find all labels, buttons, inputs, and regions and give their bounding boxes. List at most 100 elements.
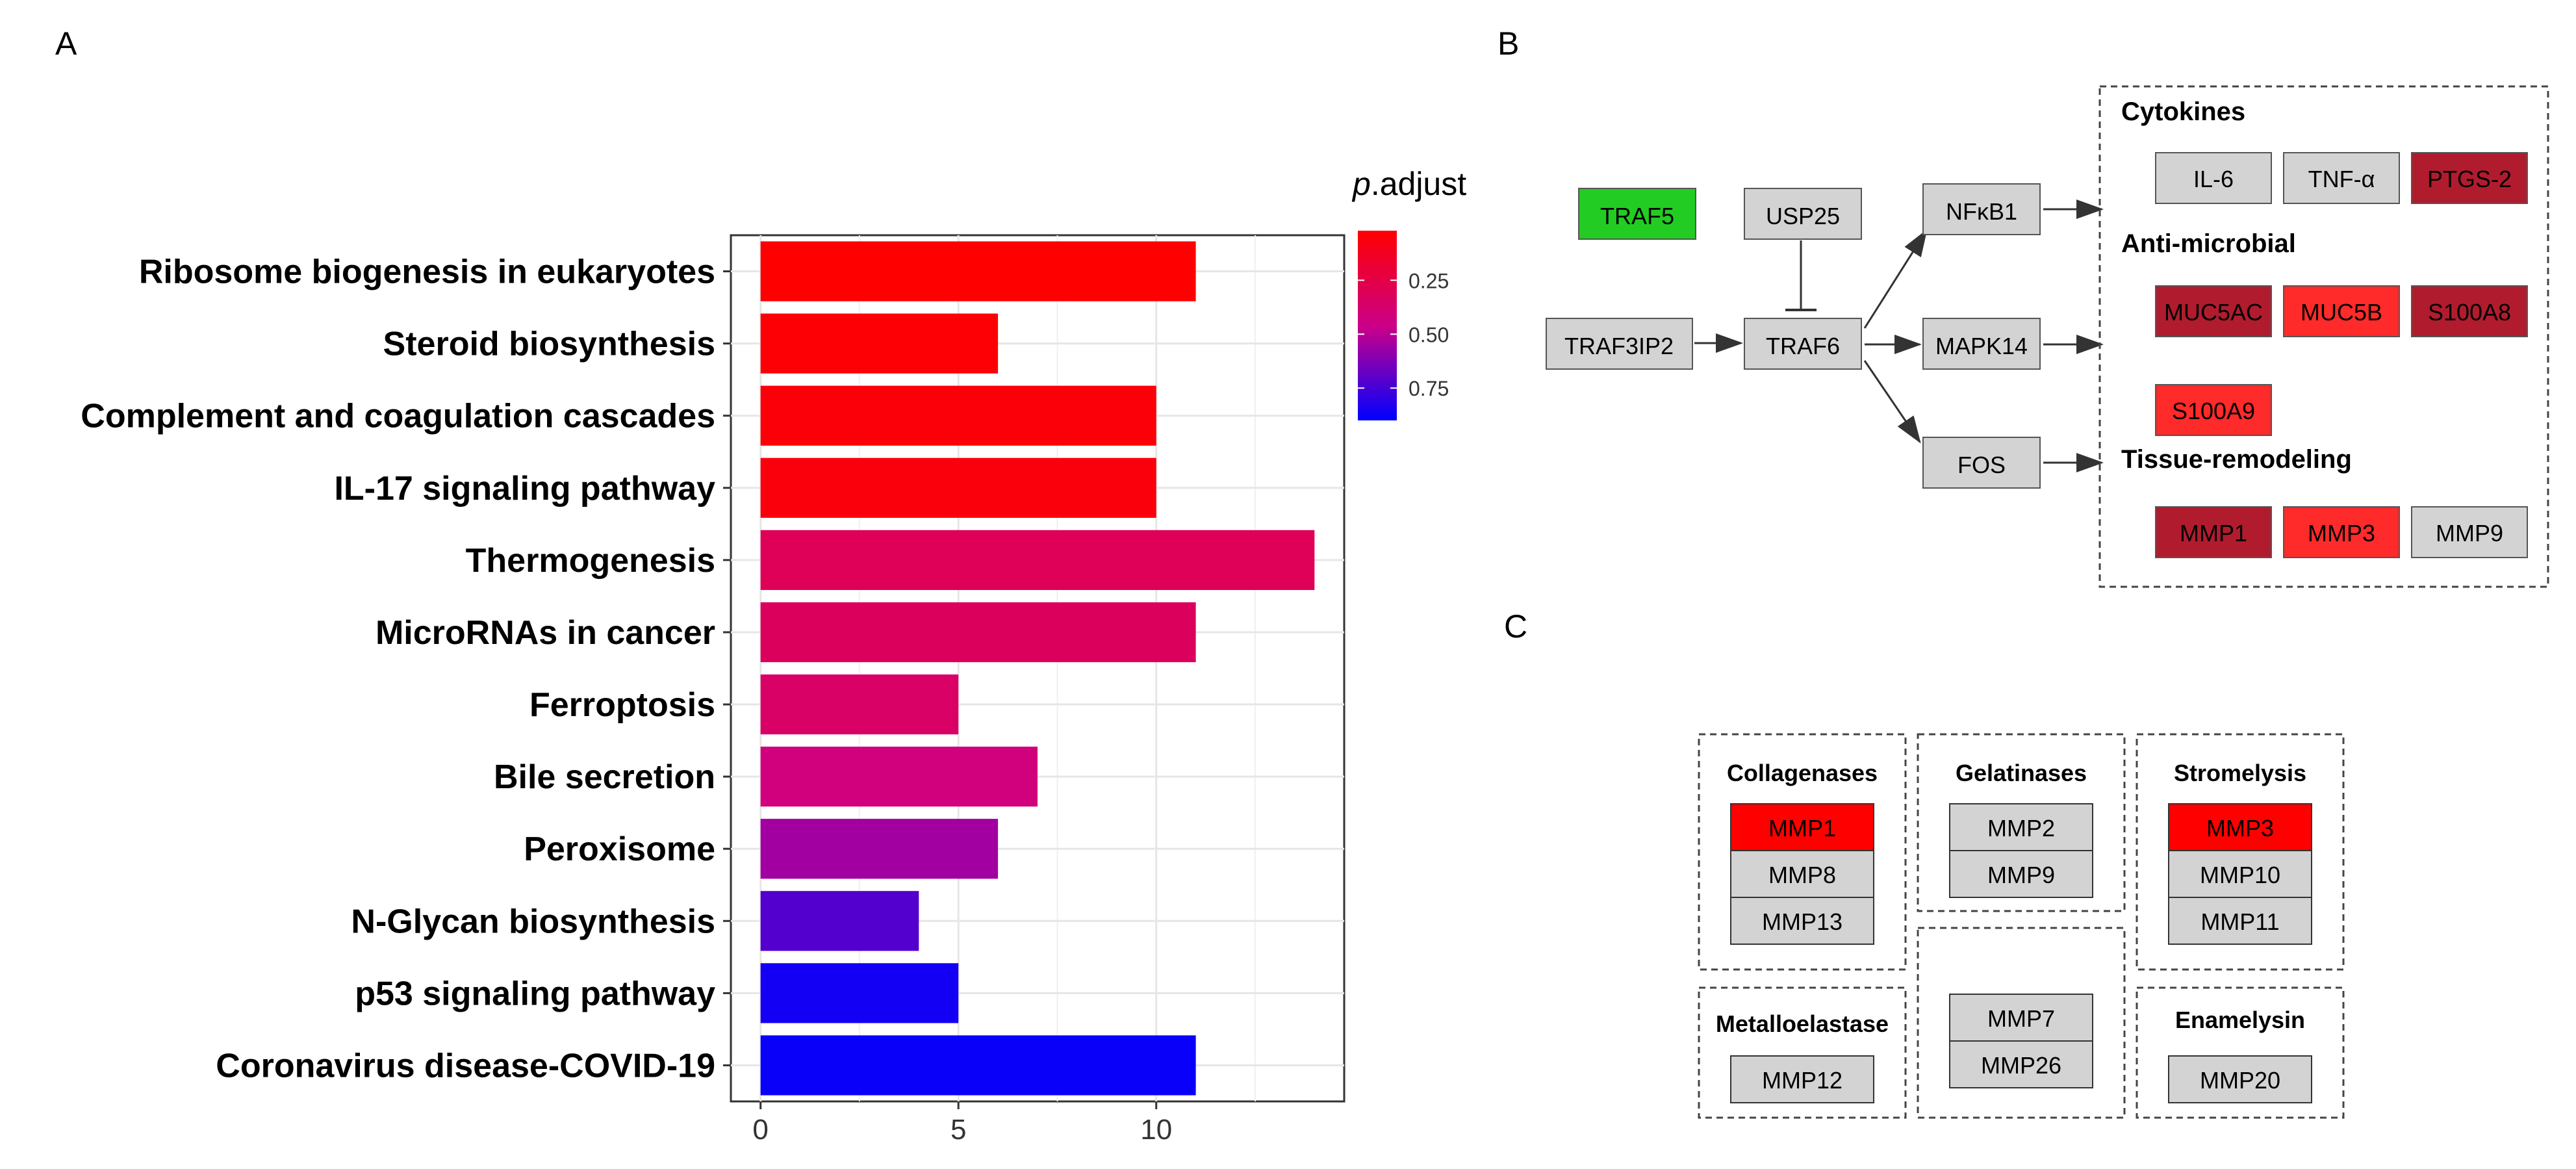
svg-text:MUC5AC: MUC5AC bbox=[2164, 299, 2263, 326]
gene-mmp9: MMP9 bbox=[2411, 506, 2528, 558]
svg-text:MMP26: MMP26 bbox=[1981, 1052, 2061, 1079]
x-tick-label: 0 bbox=[752, 1114, 768, 1146]
bar bbox=[760, 602, 1196, 663]
svg-text:MMP8: MMP8 bbox=[1768, 862, 1836, 888]
bar bbox=[760, 1035, 1196, 1096]
svg-text:MMP3: MMP3 bbox=[2206, 815, 2274, 841]
gene-muc5b: MUC5B bbox=[2283, 285, 2400, 337]
y-tick-label: Bile secretion bbox=[494, 758, 715, 796]
svg-text:TRAF6: TRAF6 bbox=[1766, 333, 1840, 359]
bar bbox=[760, 674, 959, 735]
svg-text:Enamelysin: Enamelysin bbox=[2175, 1007, 2305, 1033]
il17-network-diagram: TRAF5 USP25 TRAF3IP2 TRAF6 NFκB1 MAPK14 … bbox=[1546, 85, 2549, 588]
family-metalloelastase: Metalloelastase MMP12 bbox=[1698, 986, 1907, 1119]
family-other: MMP7 MMP26 bbox=[1917, 927, 2126, 1119]
node-traf6: TRAF6 bbox=[1744, 318, 1862, 370]
svg-text:MMP13: MMP13 bbox=[1762, 908, 1843, 935]
y-tick-label: Ferroptosis bbox=[529, 686, 715, 724]
svg-text:MMP20: MMP20 bbox=[2200, 1067, 2280, 1094]
svg-text:NFκB1: NFκB1 bbox=[1946, 198, 2017, 225]
svg-text:MMP9: MMP9 bbox=[2436, 520, 2503, 546]
svg-text:Stromelysis: Stromelysis bbox=[2174, 760, 2306, 786]
target-genes-box bbox=[2098, 85, 2549, 588]
bar bbox=[760, 963, 959, 1023]
x-tick-label: 5 bbox=[950, 1114, 966, 1146]
svg-text:MMP10: MMP10 bbox=[2200, 862, 2280, 888]
legend-tick-label: 0.25 bbox=[1409, 269, 1449, 292]
bar bbox=[760, 457, 1156, 518]
svg-text:MMP3: MMP3 bbox=[2308, 520, 2375, 546]
svg-text:MMP1: MMP1 bbox=[2180, 520, 2247, 546]
kegg-bar-chart: Ribosome biogenesis in eukaryotes Steroid… bbox=[81, 166, 1466, 1146]
legend-tick-label: 0.50 bbox=[1409, 323, 1449, 346]
bar bbox=[760, 819, 999, 879]
bar bbox=[760, 385, 1156, 446]
svg-text:Gelatinases: Gelatinases bbox=[1956, 760, 2087, 786]
svg-text:USP25: USP25 bbox=[1766, 203, 1840, 229]
panel-label-c: C bbox=[1504, 608, 1528, 645]
family-enamelysin: Enamelysin MMP20 bbox=[2136, 986, 2345, 1119]
svg-text:MMP9: MMP9 bbox=[1987, 862, 2055, 888]
node-fos: FOS bbox=[1922, 437, 2041, 489]
y-tick-label: N-Glycan biosynthesis bbox=[351, 903, 715, 940]
svg-text:Collagenases: Collagenases bbox=[1727, 760, 1878, 786]
node-traf3ip2: TRAF3IP2 bbox=[1546, 318, 1693, 370]
svg-text:MUC5B: MUC5B bbox=[2301, 299, 2382, 326]
y-tick-label: Peroxisome bbox=[524, 830, 715, 868]
gene-muc5ac: MUC5AC bbox=[2155, 285, 2272, 337]
group-title-antimicrobial: Anti-microbial bbox=[2121, 229, 2296, 258]
node-traf5: TRAF5 bbox=[1578, 188, 1696, 240]
group-title-cytokines: Cytokines bbox=[2121, 97, 2245, 126]
mmp-family-diagram: Collagenases MMP1 MMP8 MMP13 Gelatinases… bbox=[1698, 733, 2345, 1119]
y-tick-label: p53 signaling pathway bbox=[355, 975, 715, 1012]
svg-text:TRAF5: TRAF5 bbox=[1600, 203, 1674, 229]
node-nfkb1: NFκB1 bbox=[1922, 183, 2041, 235]
panel-label-b: B bbox=[1498, 25, 1520, 62]
edge-traf6-nfkb1 bbox=[1863, 229, 1928, 329]
node-mapk14: MAPK14 bbox=[1922, 318, 2041, 370]
gene-s100a8: S100A8 bbox=[2411, 285, 2528, 337]
svg-text:TNF-α: TNF-α bbox=[2308, 166, 2375, 192]
svg-text:PTGS-2: PTGS-2 bbox=[2427, 166, 2512, 192]
group-title-tissue: Tissue-remodeling bbox=[2121, 445, 2352, 474]
svg-text:IL-6: IL-6 bbox=[2193, 166, 2234, 192]
x-tick-label: 10 bbox=[1140, 1114, 1172, 1146]
family-gelatinases: Gelatinases MMP2 MMP9 bbox=[1917, 733, 2126, 912]
bar bbox=[760, 313, 999, 374]
svg-text:S100A9: S100A9 bbox=[2172, 398, 2255, 424]
bar bbox=[760, 747, 1038, 807]
gene-s100a9: S100A9 bbox=[2155, 384, 2272, 436]
y-tick-label: Thermogenesis bbox=[466, 542, 715, 580]
y-tick-label: MicroRNAs in cancer bbox=[376, 614, 715, 652]
svg-text:TRAF3IP2: TRAF3IP2 bbox=[1564, 333, 1674, 359]
family-stromelysis: Stromelysis MMP3 MMP10 MMP11 bbox=[2136, 733, 2345, 971]
y-tick-label: Steroid biosynthesis bbox=[383, 326, 715, 363]
svg-text:MAPK14: MAPK14 bbox=[1935, 333, 2028, 359]
family-collagenases: Collagenases MMP1 MMP8 MMP13 bbox=[1698, 733, 1907, 971]
y-tick-label: Ribosome biogenesis in eukaryotes bbox=[139, 253, 715, 291]
y-tick-label: Coronavirus disease-COVID-19 bbox=[216, 1047, 715, 1085]
gene-tnfa: TNF-α bbox=[2283, 152, 2400, 204]
gene-ptgs2: PTGS-2 bbox=[2411, 152, 2528, 204]
svg-text:MMP2: MMP2 bbox=[1987, 815, 2055, 841]
node-usp25: USP25 bbox=[1744, 188, 1862, 240]
svg-text:MMP12: MMP12 bbox=[1762, 1067, 1843, 1094]
panel-label-a: A bbox=[55, 25, 77, 62]
gene-il6: IL-6 bbox=[2155, 152, 2272, 204]
legend-colorbar bbox=[1358, 231, 1397, 420]
y-tick-label: IL-17 signaling pathway bbox=[334, 470, 715, 507]
color-legend: p.adjust 0.25 0.50 0.75 bbox=[1351, 166, 1466, 420]
bar bbox=[760, 241, 1196, 302]
svg-text:FOS: FOS bbox=[1958, 452, 2006, 478]
legend-tick-label: 0.75 bbox=[1409, 377, 1449, 400]
edge-traf6-fos bbox=[1863, 360, 1921, 444]
legend-title: p.adjust bbox=[1351, 166, 1466, 202]
gene-mmp1: MMP1 bbox=[2155, 506, 2272, 558]
gene-mmp3: MMP3 bbox=[2283, 506, 2400, 558]
bar bbox=[760, 530, 1315, 590]
svg-text:MMP11: MMP11 bbox=[2200, 908, 2279, 935]
svg-text:Metalloelastase: Metalloelastase bbox=[1716, 1010, 1889, 1037]
y-tick-label: Complement and coagulation cascades bbox=[81, 398, 715, 435]
svg-text:MMP1: MMP1 bbox=[1768, 815, 1836, 841]
svg-text:MMP7: MMP7 bbox=[1987, 1005, 2055, 1032]
